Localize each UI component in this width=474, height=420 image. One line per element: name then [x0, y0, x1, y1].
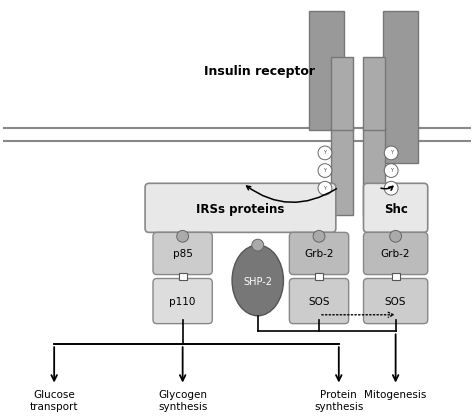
- Text: SHP-2: SHP-2: [243, 278, 272, 287]
- FancyBboxPatch shape: [290, 232, 349, 275]
- Text: Y: Y: [323, 186, 327, 191]
- FancyBboxPatch shape: [179, 273, 187, 281]
- Text: p110: p110: [170, 297, 196, 307]
- FancyBboxPatch shape: [290, 278, 349, 324]
- Circle shape: [177, 231, 189, 242]
- Text: Insulin receptor: Insulin receptor: [204, 65, 315, 78]
- Text: IRSs proteins: IRSs proteins: [196, 203, 285, 216]
- Ellipse shape: [232, 245, 283, 316]
- FancyBboxPatch shape: [153, 232, 212, 275]
- Text: Y: Y: [390, 150, 392, 155]
- FancyBboxPatch shape: [383, 10, 418, 163]
- Text: p85: p85: [173, 249, 192, 260]
- FancyBboxPatch shape: [145, 183, 336, 232]
- FancyBboxPatch shape: [309, 10, 344, 130]
- Circle shape: [252, 239, 264, 251]
- FancyBboxPatch shape: [315, 273, 323, 281]
- Text: SOS: SOS: [385, 297, 406, 307]
- Circle shape: [313, 231, 325, 242]
- FancyBboxPatch shape: [364, 232, 428, 275]
- Circle shape: [318, 181, 332, 195]
- Text: Grb-2: Grb-2: [381, 249, 410, 260]
- FancyBboxPatch shape: [364, 126, 385, 215]
- Text: Y: Y: [390, 186, 392, 191]
- Text: Grb-2: Grb-2: [304, 249, 334, 260]
- Text: Shc: Shc: [383, 203, 408, 216]
- Circle shape: [384, 146, 398, 160]
- FancyBboxPatch shape: [331, 57, 353, 130]
- FancyBboxPatch shape: [364, 57, 385, 130]
- Text: Glucose
transport: Glucose transport: [30, 390, 78, 412]
- Circle shape: [390, 231, 401, 242]
- FancyBboxPatch shape: [153, 278, 212, 324]
- Circle shape: [384, 164, 398, 177]
- FancyBboxPatch shape: [392, 273, 400, 281]
- FancyBboxPatch shape: [364, 183, 428, 232]
- Text: Y: Y: [390, 168, 392, 173]
- FancyBboxPatch shape: [331, 126, 353, 215]
- Text: Glycogen
synthesis: Glycogen synthesis: [158, 390, 207, 412]
- Text: Mitogenesis: Mitogenesis: [365, 390, 427, 400]
- Circle shape: [318, 164, 332, 177]
- FancyBboxPatch shape: [364, 278, 428, 324]
- Text: Y: Y: [323, 168, 327, 173]
- Circle shape: [384, 181, 398, 195]
- Circle shape: [318, 146, 332, 160]
- Text: SOS: SOS: [308, 297, 330, 307]
- Text: Y: Y: [323, 150, 327, 155]
- Text: Protein
synthesis: Protein synthesis: [314, 390, 364, 412]
